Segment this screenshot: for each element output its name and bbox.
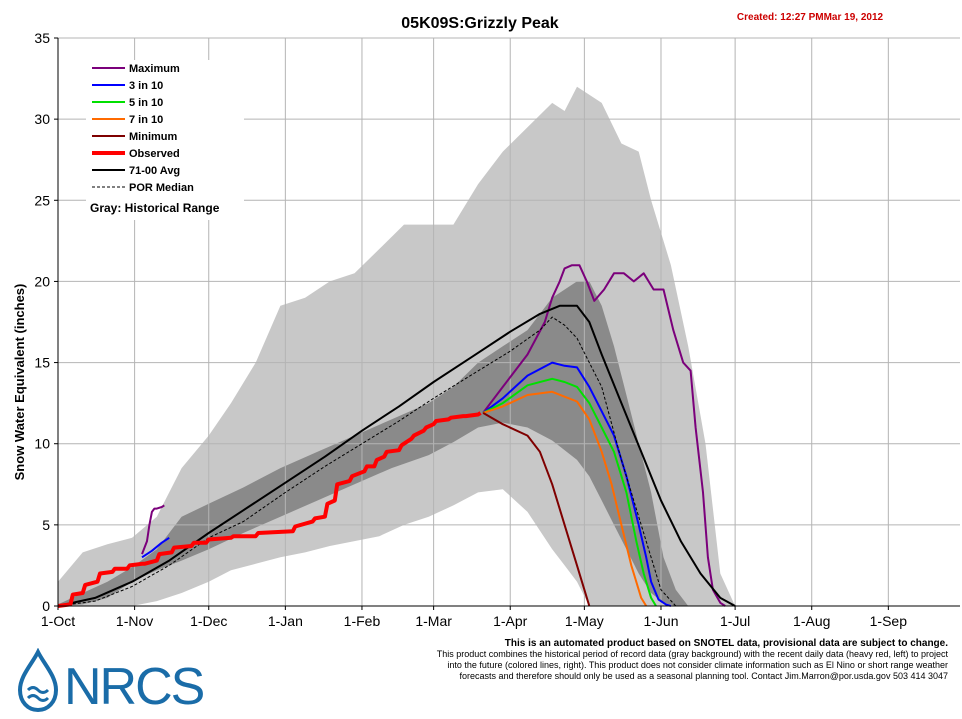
series-maximum-line bbox=[482, 264, 726, 607]
y-tick-label: 10 bbox=[34, 436, 50, 452]
x-tick-label: 1-Apr bbox=[493, 613, 528, 629]
series-maximum-line bbox=[141, 504, 165, 555]
series-median-line bbox=[57, 316, 677, 607]
legend: Maximum 3 in 10 5 in 10 7 in 10 Minimum Obser… bbox=[86, 60, 244, 220]
legend-label-maximum: Maximum bbox=[129, 63, 180, 75]
y-tick-label: 20 bbox=[34, 273, 50, 289]
x-tick-label: 1-Nov bbox=[116, 613, 153, 629]
x-tick-label: 1-Jun bbox=[643, 613, 678, 629]
series-p70-line bbox=[482, 390, 648, 607]
series-p30-line bbox=[482, 361, 672, 607]
y-tick-label: 30 bbox=[34, 111, 50, 127]
x-tick-label: 1-Jul bbox=[720, 613, 750, 629]
legend-label-observed: Observed bbox=[129, 148, 180, 160]
chart-title: 05K09S:Grizzly Peak bbox=[401, 15, 559, 32]
x-tick-label: 1-Mar bbox=[415, 613, 452, 629]
historical-range-area bbox=[58, 86, 736, 606]
x-tick-label: 1-Sep bbox=[870, 613, 908, 629]
y-tick-label: 0 bbox=[42, 598, 50, 614]
series-minimum-line bbox=[482, 412, 591, 607]
series-lines bbox=[57, 264, 736, 608]
legend-label-avg: 71-00 Avg bbox=[129, 165, 180, 177]
historical-range-band bbox=[58, 86, 736, 606]
y-tick-label: 5 bbox=[42, 517, 50, 533]
x-tick-label: 1-Oct bbox=[41, 613, 75, 629]
disclaimer-line-4: forecasts and therefore should only be u… bbox=[459, 671, 948, 681]
nrcs-logo: NRCS bbox=[8, 647, 208, 716]
series-p50-line bbox=[482, 377, 657, 607]
y-tick-label: 25 bbox=[34, 192, 50, 208]
legend-box bbox=[86, 60, 244, 220]
legend-label-p50: 5 in 10 bbox=[129, 97, 163, 109]
series-avg-line bbox=[57, 304, 736, 607]
tick-labels: 0 5 10 15 20 25 30 35 1-Oct 1-Nov 1-Dec 1-Jan 1-Feb 1… bbox=[34, 30, 907, 629]
x-tick-label: 1-May bbox=[565, 613, 604, 629]
legend-gray-note: Gray: Historical Range bbox=[90, 201, 220, 215]
water-drop-icon: NRCS bbox=[17, 647, 206, 716]
y-axis-label: Snow Water Equivalent (inches) bbox=[12, 284, 27, 481]
x-tick-label: 1-Aug bbox=[793, 613, 830, 629]
x-tick-label: 1-Feb bbox=[344, 613, 381, 629]
legend-label-p70: 7 in 10 bbox=[129, 114, 163, 126]
created-stamp: Created: 12:27 PMMar 19, 2012 bbox=[737, 12, 884, 23]
logo-text: NRCS bbox=[64, 658, 204, 714]
disclaimer: This is an automated product based on SN… bbox=[308, 638, 948, 682]
legend-label-minimum: Minimum bbox=[129, 131, 177, 143]
legend-label-median: POR Median bbox=[129, 182, 194, 194]
x-tick-label: 1-Jan bbox=[268, 613, 303, 629]
series-observed-line bbox=[57, 411, 482, 608]
disclaimer-line-1: This is an automated product based on SN… bbox=[504, 638, 948, 649]
disclaimer-line-3: into the future (colored lines, right). … bbox=[447, 660, 948, 670]
x-tick-label: 1-Dec bbox=[190, 613, 227, 629]
disclaimer-line-2: This product combines the historical per… bbox=[436, 649, 948, 659]
y-tick-label: 35 bbox=[34, 30, 50, 46]
y-tick-label: 15 bbox=[34, 355, 50, 371]
series-p30-line bbox=[141, 536, 170, 559]
legend-label-p30: 3 in 10 bbox=[129, 80, 163, 92]
